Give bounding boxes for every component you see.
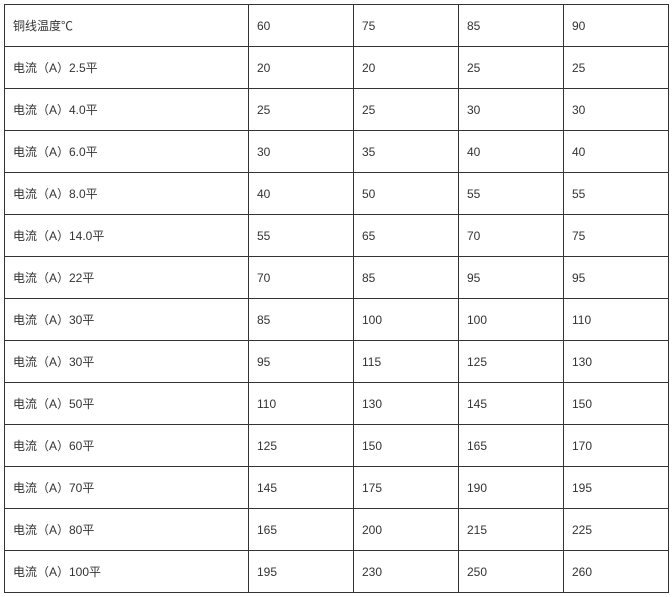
row-value: 40 <box>459 131 564 173</box>
row-value: 40 <box>249 173 354 215</box>
row-value: 25 <box>459 47 564 89</box>
row-label: 电流（A）60平 <box>5 425 249 467</box>
row-value: 250 <box>459 551 564 593</box>
row-value: 55 <box>249 215 354 257</box>
row-value: 150 <box>354 425 459 467</box>
row-label: 电流（A）100平 <box>5 551 249 593</box>
table-row: 电流（A）60平 125 150 165 170 <box>5 425 669 467</box>
row-value: 100 <box>354 299 459 341</box>
row-label: 电流（A）14.0平 <box>5 215 249 257</box>
row-value: 30 <box>249 131 354 173</box>
row-label: 电流（A）30平 <box>5 299 249 341</box>
wire-ampacity-table: 铜线温度℃ 60 75 85 90 电流（A）2.5平 20 20 25 25 … <box>4 4 669 593</box>
row-value: 190 <box>459 467 564 509</box>
row-label: 电流（A）50平 <box>5 383 249 425</box>
row-value: 95 <box>564 257 669 299</box>
row-value: 85 <box>249 299 354 341</box>
row-value: 130 <box>354 383 459 425</box>
row-value: 40 <box>564 131 669 173</box>
row-value: 50 <box>354 173 459 215</box>
row-label: 电流（A）8.0平 <box>5 173 249 215</box>
header-col-0: 60 <box>249 5 354 47</box>
row-label: 电流（A）30平 <box>5 341 249 383</box>
row-label: 电流（A）2.5平 <box>5 47 249 89</box>
row-value: 20 <box>249 47 354 89</box>
row-value: 30 <box>564 89 669 131</box>
table-row: 电流（A）2.5平 20 20 25 25 <box>5 47 669 89</box>
table-row: 电流（A）80平 165 200 215 225 <box>5 509 669 551</box>
row-value: 110 <box>249 383 354 425</box>
row-value: 175 <box>354 467 459 509</box>
row-label: 电流（A）4.0平 <box>5 89 249 131</box>
row-value: 95 <box>249 341 354 383</box>
header-col-1: 75 <box>354 5 459 47</box>
row-value: 145 <box>459 383 564 425</box>
row-value: 170 <box>564 425 669 467</box>
row-value: 35 <box>354 131 459 173</box>
table-row: 电流（A）50平 110 130 145 150 <box>5 383 669 425</box>
row-value: 95 <box>459 257 564 299</box>
row-value: 150 <box>564 383 669 425</box>
row-label: 电流（A）80平 <box>5 509 249 551</box>
row-value: 20 <box>354 47 459 89</box>
row-value: 195 <box>249 551 354 593</box>
row-value: 110 <box>564 299 669 341</box>
row-value: 100 <box>459 299 564 341</box>
row-value: 260 <box>564 551 669 593</box>
header-col-2: 85 <box>459 5 564 47</box>
table-row: 电流（A）8.0平 40 50 55 55 <box>5 173 669 215</box>
table-row: 电流（A）30平 95 115 125 130 <box>5 341 669 383</box>
row-value: 30 <box>459 89 564 131</box>
row-value: 75 <box>564 215 669 257</box>
row-label: 电流（A）6.0平 <box>5 131 249 173</box>
row-value: 215 <box>459 509 564 551</box>
row-value: 25 <box>249 89 354 131</box>
row-value: 125 <box>459 341 564 383</box>
row-value: 230 <box>354 551 459 593</box>
row-label: 电流（A）70平 <box>5 467 249 509</box>
row-value: 70 <box>249 257 354 299</box>
table-row: 电流（A）4.0平 25 25 30 30 <box>5 89 669 131</box>
row-value: 225 <box>564 509 669 551</box>
row-value: 55 <box>564 173 669 215</box>
table-header-row: 铜线温度℃ 60 75 85 90 <box>5 5 669 47</box>
row-value: 195 <box>564 467 669 509</box>
row-value: 200 <box>354 509 459 551</box>
header-label: 铜线温度℃ <box>5 5 249 47</box>
row-value: 85 <box>354 257 459 299</box>
row-value: 55 <box>459 173 564 215</box>
row-value: 25 <box>564 47 669 89</box>
row-value: 145 <box>249 467 354 509</box>
table-row: 电流（A）70平 145 175 190 195 <box>5 467 669 509</box>
table-row: 电流（A）14.0平 55 65 70 75 <box>5 215 669 257</box>
row-value: 165 <box>459 425 564 467</box>
table-row: 电流（A）100平 195 230 250 260 <box>5 551 669 593</box>
row-value: 165 <box>249 509 354 551</box>
row-value: 115 <box>354 341 459 383</box>
row-value: 25 <box>354 89 459 131</box>
row-value: 125 <box>249 425 354 467</box>
row-value: 70 <box>459 215 564 257</box>
row-label: 电流（A）22平 <box>5 257 249 299</box>
row-value: 65 <box>354 215 459 257</box>
table-row: 电流（A）6.0平 30 35 40 40 <box>5 131 669 173</box>
header-col-3: 90 <box>564 5 669 47</box>
table-body: 铜线温度℃ 60 75 85 90 电流（A）2.5平 20 20 25 25 … <box>5 5 669 593</box>
table-row: 电流（A）22平 70 85 95 95 <box>5 257 669 299</box>
row-value: 130 <box>564 341 669 383</box>
table-row: 电流（A）30平 85 100 100 110 <box>5 299 669 341</box>
